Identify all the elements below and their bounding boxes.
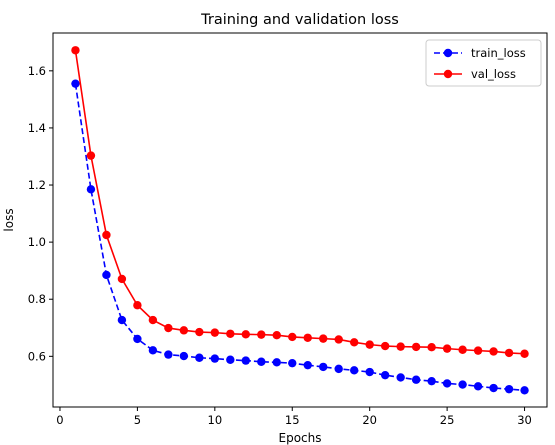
data-point bbox=[86, 185, 96, 194]
data-point bbox=[102, 230, 111, 240]
x-tick-label: 10 bbox=[208, 413, 223, 427]
data-point bbox=[442, 344, 452, 353]
data-point bbox=[458, 380, 467, 389]
data-point bbox=[117, 274, 127, 284]
data-point bbox=[71, 46, 80, 55]
data-point bbox=[489, 383, 498, 393]
data-point bbox=[365, 340, 374, 349]
series-val_loss bbox=[71, 46, 529, 358]
data-point bbox=[272, 358, 281, 367]
data-point bbox=[179, 351, 189, 361]
data-point bbox=[195, 353, 204, 362]
data-point bbox=[427, 342, 436, 352]
data-point bbox=[396, 373, 405, 382]
data-point bbox=[334, 364, 343, 374]
data-point bbox=[102, 270, 111, 280]
legend-marker bbox=[443, 48, 453, 58]
data-point bbox=[380, 341, 390, 351]
x-tick-label: 0 bbox=[56, 413, 63, 427]
data-point bbox=[179, 326, 189, 335]
data-point bbox=[272, 330, 281, 340]
data-point bbox=[365, 367, 374, 377]
y-tick-label: 0.6 bbox=[28, 349, 46, 363]
legend: train_loss val_loss bbox=[425, 39, 542, 87]
data-point bbox=[241, 330, 250, 339]
data-point bbox=[473, 382, 483, 391]
y-tick-label: 1.2 bbox=[28, 178, 46, 192]
data-point bbox=[210, 354, 220, 363]
data-point bbox=[458, 345, 467, 354]
data-point bbox=[133, 334, 142, 344]
data-point bbox=[241, 356, 250, 365]
legend-label: train_loss bbox=[471, 46, 526, 60]
data-point bbox=[117, 315, 127, 325]
data-point bbox=[442, 379, 452, 388]
data-point bbox=[504, 384, 514, 394]
data-point bbox=[303, 333, 312, 342]
data-point bbox=[504, 348, 514, 358]
data-point bbox=[288, 358, 297, 368]
y-axis: 0.6 0.8 1.0 1.2 1.4 1.6 bbox=[28, 64, 53, 363]
y-tick-label: 1.0 bbox=[28, 235, 46, 249]
chart-title: Training and validation loss bbox=[200, 12, 399, 28]
data-point bbox=[71, 79, 80, 88]
data-point bbox=[288, 332, 297, 342]
legend-label: val_loss bbox=[471, 67, 516, 81]
data-point bbox=[350, 338, 359, 347]
data-point bbox=[473, 346, 483, 355]
data-point bbox=[303, 360, 312, 370]
data-point bbox=[396, 342, 405, 351]
series-line bbox=[74, 50, 525, 355]
x-axis: 0 5 10 15 20 25 30 bbox=[56, 407, 532, 427]
series-line bbox=[74, 83, 525, 392]
x-tick-label: 15 bbox=[285, 413, 300, 427]
data-point bbox=[164, 350, 173, 359]
x-axis-label: Epochs bbox=[279, 431, 322, 445]
data-point bbox=[411, 375, 421, 384]
data-point bbox=[489, 347, 498, 356]
data-point bbox=[520, 349, 529, 358]
data-point bbox=[226, 329, 235, 338]
data-point bbox=[350, 366, 359, 375]
y-tick-label: 0.8 bbox=[28, 292, 46, 306]
x-tick-label: 5 bbox=[134, 413, 141, 427]
data-point bbox=[164, 323, 173, 333]
data-point bbox=[257, 357, 266, 366]
data-point bbox=[195, 327, 204, 337]
x-tick-label: 20 bbox=[362, 413, 377, 427]
data-point bbox=[319, 334, 328, 343]
data-point bbox=[210, 328, 220, 337]
x-tick-label: 25 bbox=[440, 413, 455, 427]
y-tick-label: 1.4 bbox=[28, 121, 46, 135]
legend-marker bbox=[443, 69, 453, 79]
data-point bbox=[411, 342, 421, 352]
data-point bbox=[257, 330, 266, 339]
axes-frame bbox=[52, 32, 548, 408]
data-point bbox=[148, 315, 158, 325]
data-point bbox=[427, 376, 436, 386]
data-point bbox=[86, 151, 96, 160]
data-point bbox=[520, 386, 529, 395]
plot-area bbox=[71, 46, 529, 395]
y-tick-label: 1.6 bbox=[28, 64, 46, 78]
data-point bbox=[226, 355, 235, 364]
data-point bbox=[319, 362, 328, 372]
data-point bbox=[148, 346, 158, 355]
x-tick-label: 30 bbox=[517, 413, 532, 427]
y-axis-label: loss bbox=[2, 208, 16, 231]
data-point bbox=[133, 301, 142, 310]
data-point bbox=[380, 370, 390, 380]
data-point bbox=[334, 335, 343, 344]
series-train_loss bbox=[71, 79, 529, 395]
